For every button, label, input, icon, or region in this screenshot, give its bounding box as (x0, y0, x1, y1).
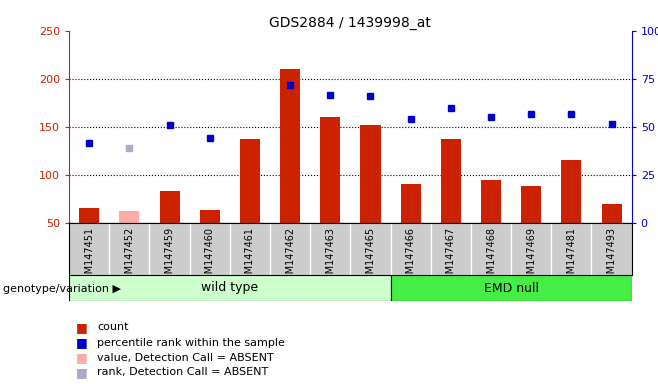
Text: ■: ■ (76, 366, 88, 379)
Bar (561, 161, 582, 223)
Text: GSM147462: GSM147462 (285, 227, 295, 286)
Bar (79, 208, 99, 223)
Text: GSM147461: GSM147461 (245, 227, 255, 286)
FancyBboxPatch shape (69, 275, 391, 301)
Bar (441, 139, 461, 223)
Title: GDS2884 / 1439998_at: GDS2884 / 1439998_at (269, 16, 432, 30)
Text: value, Detection Call = ABSENT: value, Detection Call = ABSENT (97, 353, 274, 363)
Text: GSM147466: GSM147466 (406, 227, 416, 286)
Text: wild type: wild type (201, 281, 259, 295)
Text: GSM147481: GSM147481 (567, 227, 576, 286)
Text: GSM147459: GSM147459 (164, 227, 174, 286)
Text: count: count (97, 322, 129, 332)
Text: EMD null: EMD null (484, 281, 539, 295)
Bar (521, 186, 542, 223)
Bar (601, 204, 622, 223)
Text: GSM147460: GSM147460 (205, 227, 215, 286)
Text: GSM147467: GSM147467 (446, 227, 456, 286)
Text: GSM147469: GSM147469 (526, 227, 536, 286)
Bar (320, 117, 340, 223)
Text: GSM147452: GSM147452 (124, 227, 134, 286)
Bar (481, 180, 501, 223)
Text: GSM147493: GSM147493 (607, 227, 617, 286)
Text: rank, Detection Call = ABSENT: rank, Detection Call = ABSENT (97, 367, 268, 377)
FancyBboxPatch shape (391, 275, 632, 301)
Text: ■: ■ (76, 336, 88, 349)
Text: percentile rank within the sample: percentile rank within the sample (97, 338, 286, 348)
Text: GSM147465: GSM147465 (365, 227, 376, 286)
Text: ■: ■ (76, 351, 88, 364)
Bar (280, 69, 300, 223)
Text: GSM147451: GSM147451 (84, 227, 94, 286)
Bar (199, 210, 220, 223)
Bar (119, 211, 139, 223)
Text: GSM147463: GSM147463 (325, 227, 336, 286)
Text: GSM147468: GSM147468 (486, 227, 496, 286)
Bar (240, 139, 260, 223)
Text: ■: ■ (76, 321, 88, 334)
Bar (159, 191, 180, 223)
Text: genotype/variation ▶: genotype/variation ▶ (3, 284, 121, 294)
Bar (401, 184, 420, 223)
Bar (361, 125, 380, 223)
